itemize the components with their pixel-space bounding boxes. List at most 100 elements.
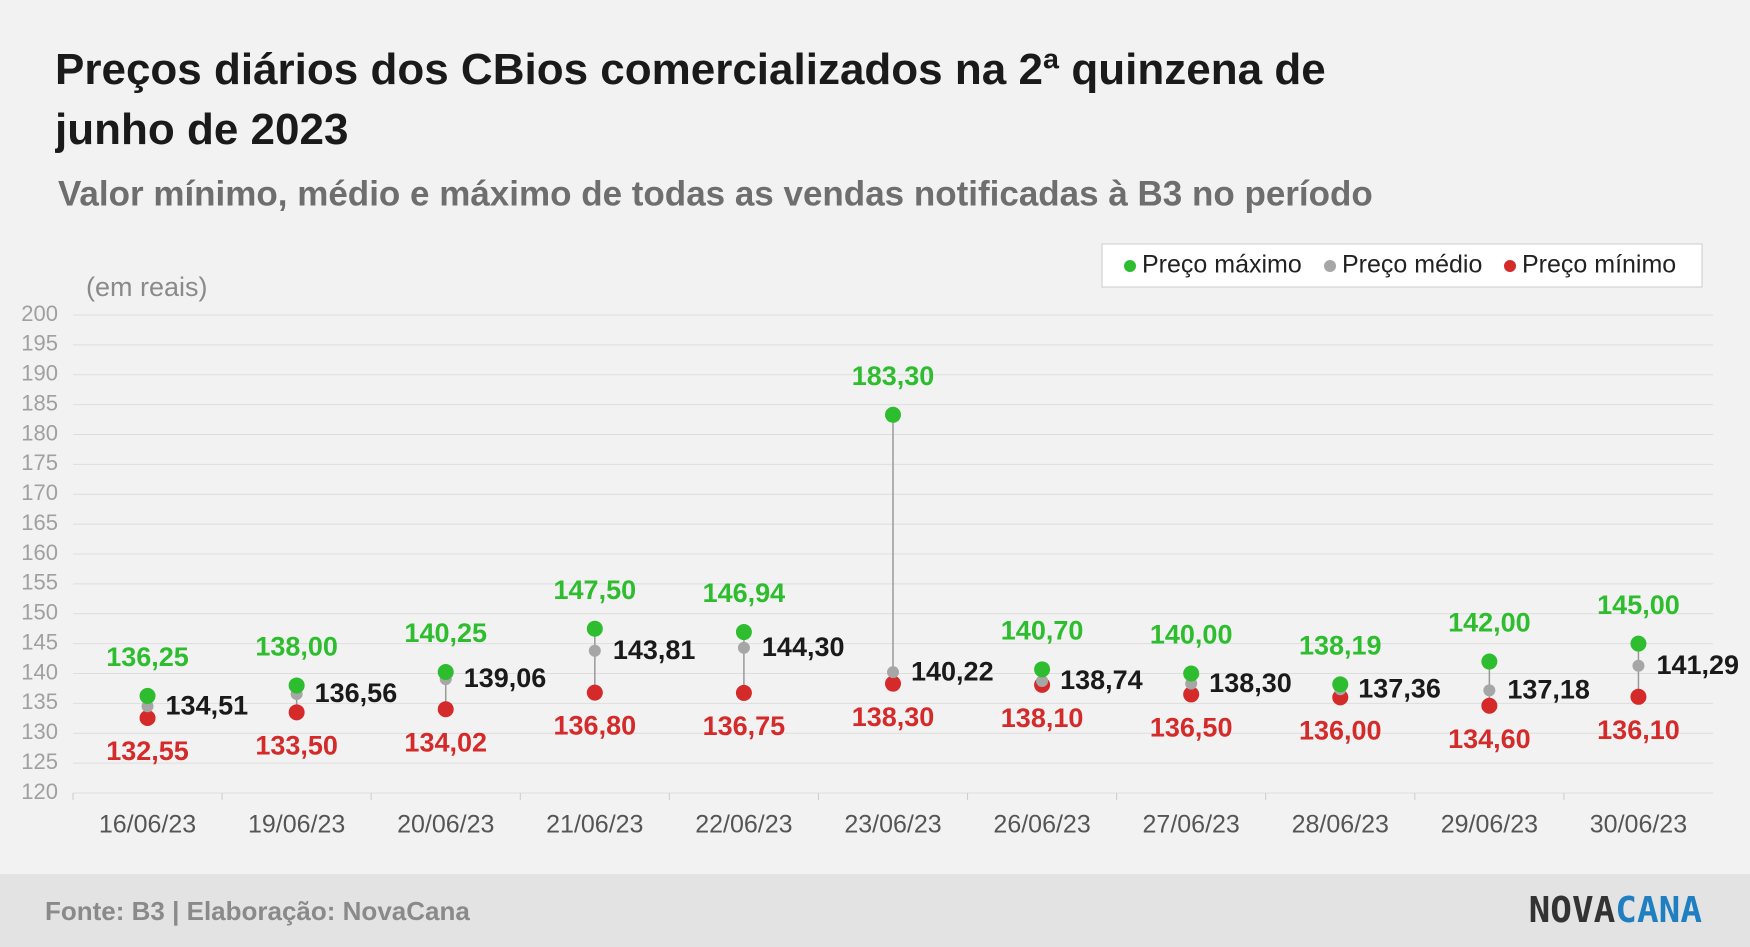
y-tick-label: 130	[21, 719, 58, 744]
mean-label: 143,81	[613, 635, 696, 665]
mean-dot	[588, 644, 601, 657]
min-dot	[885, 675, 901, 692]
y-tick-label: 125	[21, 749, 58, 774]
x-tick-label: 22/06/23	[695, 811, 792, 839]
legend-label: Preço máximo	[1142, 251, 1302, 279]
max-label: 138,19	[1299, 630, 1382, 660]
mean-label: 141,29	[1656, 650, 1739, 680]
max-label: 136,25	[106, 642, 189, 672]
min-label: 136,00	[1299, 716, 1382, 746]
mean-dot	[1483, 684, 1496, 697]
mean-label: 137,18	[1507, 674, 1590, 704]
min-dot	[288, 704, 305, 721]
x-tick-label: 28/06/23	[1292, 811, 1389, 839]
min-dot	[1183, 686, 1200, 703]
background	[0, 0, 1750, 874]
y-tick-label: 185	[21, 390, 58, 415]
mean-label: 139,06	[464, 663, 547, 693]
y-tick-label: 145	[21, 629, 58, 654]
x-tick-label: 16/06/23	[99, 811, 196, 839]
max-label: 146,94	[703, 578, 786, 608]
mean-dot	[887, 666, 899, 679]
y-tick-label: 200	[21, 301, 58, 326]
mean-label: 136,56	[315, 678, 398, 708]
chart-subtitle: Valor mínimo, médio e máximo de todas as…	[58, 174, 1373, 213]
max-label: 183,30	[852, 361, 935, 391]
y-tick-label: 155	[21, 570, 58, 595]
max-label: 138,00	[255, 632, 338, 662]
y-tick-label: 165	[21, 510, 58, 535]
logo-right: CANA	[1615, 890, 1702, 931]
x-tick-label: 26/06/23	[993, 811, 1090, 839]
min-dot	[735, 684, 752, 701]
min-label: 138,10	[1001, 703, 1084, 733]
mean-label: 138,74	[1060, 665, 1143, 695]
legend-marker	[1504, 260, 1516, 272]
min-label: 134,60	[1448, 724, 1531, 754]
max-dot	[586, 620, 603, 637]
min-dot	[1630, 688, 1647, 705]
mean-label: 140,22	[911, 656, 994, 686]
max-dot	[1183, 665, 1200, 682]
mean-label: 134,51	[166, 690, 249, 720]
min-label: 138,30	[852, 702, 935, 732]
y-tick-label: 140	[21, 659, 58, 684]
min-dot	[1481, 697, 1498, 714]
mean-dot	[1632, 659, 1645, 672]
y-tick-label: 175	[21, 450, 58, 475]
y-tick-label: 180	[21, 420, 58, 445]
mean-label: 137,36	[1358, 673, 1441, 703]
x-tick-label: 19/06/23	[248, 811, 345, 839]
min-label: 136,10	[1597, 715, 1680, 745]
x-tick-label: 21/06/23	[546, 811, 643, 839]
max-dot	[735, 624, 752, 641]
x-tick-label: 20/06/23	[397, 811, 494, 839]
legend-marker	[1324, 260, 1336, 272]
min-label: 136,75	[703, 711, 786, 741]
min-label: 132,55	[106, 736, 189, 766]
logo-left: NOVA	[1529, 890, 1616, 931]
y-tick-label: 195	[21, 331, 58, 356]
max-dot	[885, 406, 901, 423]
title-box: Preços diários dos CBios comercializados…	[55, 45, 1326, 154]
min-label: 133,50	[255, 730, 338, 760]
min-dot	[437, 701, 454, 718]
legend-marker	[1124, 260, 1136, 272]
max-dot	[288, 677, 305, 694]
max-label: 140,25	[404, 618, 487, 648]
max-dot	[437, 664, 454, 681]
x-tick-label: 29/06/23	[1441, 811, 1538, 839]
legend-label: Preço mínimo	[1522, 251, 1676, 279]
x-tick-label: 30/06/23	[1590, 811, 1687, 839]
x-tick-label: 23/06/23	[844, 811, 941, 839]
max-label: 142,00	[1448, 608, 1531, 638]
mean-label: 138,30	[1209, 668, 1292, 698]
footer-band	[0, 874, 1750, 947]
max-label: 140,00	[1150, 620, 1233, 650]
max-dot	[1630, 635, 1647, 652]
x-tick-label: 27/06/23	[1143, 811, 1240, 839]
min-label: 136,80	[554, 711, 637, 741]
max-dot	[1034, 661, 1051, 678]
footer-source: Fonte: B3 | Elaboração: NovaCana	[45, 896, 470, 926]
mean-dot	[1036, 675, 1049, 688]
y-tick-label: 135	[21, 689, 58, 714]
mean-dot	[737, 641, 750, 654]
y-tick-label: 160	[21, 540, 58, 565]
y-tick-label: 170	[21, 480, 58, 505]
legend-label: Preço médio	[1342, 251, 1482, 279]
mean-label: 144,30	[762, 632, 845, 662]
max-label: 140,70	[1001, 615, 1084, 645]
max-dot	[1481, 653, 1498, 670]
min-label: 136,50	[1150, 713, 1233, 743]
max-dot	[139, 687, 156, 704]
max-label: 145,00	[1597, 590, 1680, 620]
max-label: 147,50	[554, 575, 637, 605]
min-dot	[139, 710, 156, 727]
legend-box	[1101, 243, 1703, 288]
y-axis-label: (em reais)	[86, 272, 208, 302]
min-dot	[586, 684, 603, 701]
min-label: 134,02	[404, 727, 487, 757]
y-tick-label: 150	[21, 600, 58, 625]
